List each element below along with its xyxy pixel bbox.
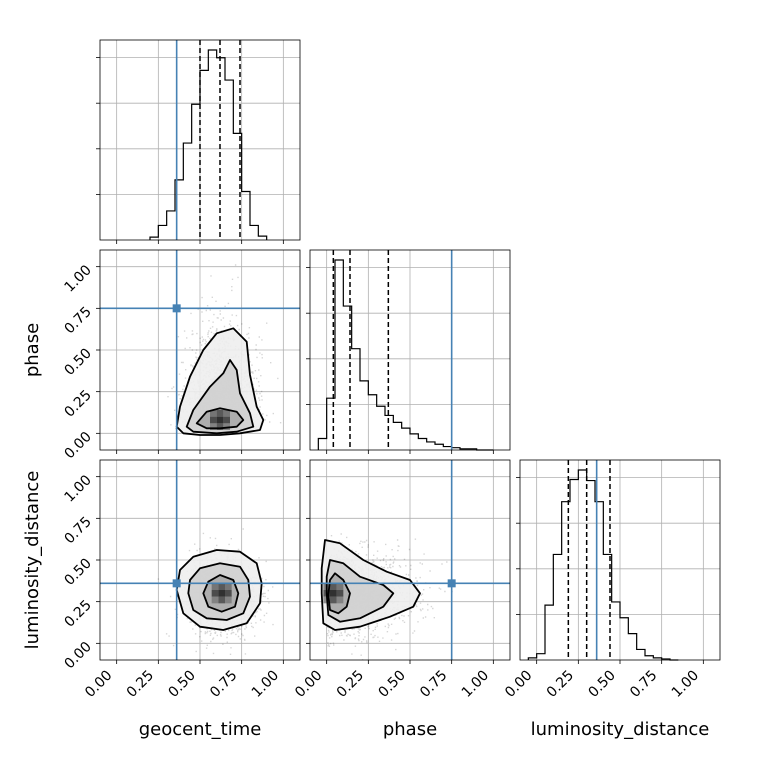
panel-content [167, 264, 282, 436]
panel-frame [519, 459, 721, 661]
density-cell [210, 410, 217, 417]
panel-frame [99, 459, 301, 661]
panel-frame [99, 39, 301, 241]
x-tick-label: 0.25 [334, 668, 367, 701]
scatter-panel-geocent-time-vs-luminosity-distance: 0.00 0.25 0.50 0.75 1.000.000.250.500.751.00 [61, 459, 301, 701]
density-cell [330, 590, 337, 597]
x-tick-label: 0.00 [502, 668, 535, 701]
density-cell [330, 596, 337, 604]
panel-content [157, 528, 274, 655]
density-cell [218, 596, 225, 604]
histogram-panel-phase [306, 249, 511, 454]
truth-marker [172, 579, 181, 588]
y-tick-label: 0.00 [61, 429, 94, 462]
contour-line [195, 407, 245, 430]
x-tick-label: 0.50 [375, 668, 408, 701]
x-tick-label: 0.50 [585, 668, 618, 701]
y-tick-label: 0.50 [61, 346, 94, 379]
density-cell [336, 590, 344, 597]
x-tick-label: 1.00 [669, 668, 702, 701]
y-tick-label: 0.00 [61, 639, 94, 672]
x-tick-label: 0.50 [165, 668, 198, 701]
y-tick-label: 1.00 [61, 472, 94, 505]
x-tick-label: 0.25 [124, 668, 157, 701]
y-tick-label: 0.25 [61, 597, 94, 630]
histogram-panel-geocent-time [96, 39, 301, 244]
density-cell [336, 583, 344, 590]
contour-line [325, 559, 395, 623]
histogram-panel-luminosity-distance: 0.00 0.25 0.50 0.75 1.00 [502, 459, 721, 701]
scatter-panel-geocent-time-vs-phase: 0.00 0.25 0.50 0.75 1.00 [61, 249, 301, 462]
x-tick-label: 0.75 [207, 668, 240, 701]
contour-line [185, 359, 255, 435]
density-cell [336, 596, 344, 604]
scatter-panel-phase-vs-luminosity-distance: 0.00 0.25 0.50 0.75 1.00 [292, 459, 511, 701]
density-cell [211, 583, 219, 590]
density-core [210, 410, 230, 430]
density-cell [216, 423, 224, 430]
x-tick-label: 0.75 [417, 668, 450, 701]
y-tick-label: 0.75 [61, 514, 94, 547]
density-cell [210, 423, 217, 430]
xlabel-luminosity-distance: luminosity_distance [531, 719, 710, 740]
density-cell [225, 596, 232, 604]
ylabel-luminosity-distance: luminosity_distance [22, 471, 43, 650]
x-tick-label: 0.00 [82, 668, 115, 701]
y-tick-label: 0.25 [61, 387, 94, 420]
histogram-step [149, 49, 268, 240]
density-cell [216, 416, 224, 424]
y-tick-label: 1.00 [61, 262, 94, 295]
contour-line [202, 574, 240, 613]
x-tick-label: 0.00 [292, 668, 325, 701]
density-cell [218, 583, 225, 590]
panel-frame [309, 249, 511, 451]
density-cell [223, 423, 230, 430]
truth-marker [447, 579, 456, 588]
histogram-step [527, 469, 679, 661]
x-tick-label: 1.00 [249, 668, 282, 701]
density-cell [218, 590, 225, 597]
x-tick-label: 0.75 [627, 668, 660, 701]
contour-line [320, 539, 421, 631]
xlabel-phase: phase [383, 719, 437, 740]
truth-marker [172, 304, 181, 313]
density-cell [216, 410, 224, 417]
panel-frame [99, 249, 301, 451]
sample-points [326, 533, 453, 660]
density-core [211, 583, 232, 604]
density-cell [211, 590, 219, 597]
panel-frame [309, 459, 511, 661]
x-tick-label: 0.25 [544, 668, 577, 701]
contour-line [175, 327, 265, 436]
panel-content [320, 533, 453, 660]
density-cell [210, 416, 217, 424]
density-cell [225, 590, 232, 597]
y-tick-label: 0.75 [61, 304, 94, 337]
contour-line [187, 562, 251, 621]
histogram-step [317, 259, 494, 451]
ylabel-phase: phase [22, 323, 43, 377]
x-tick-label: 1.00 [459, 668, 492, 701]
contour-line [327, 572, 351, 615]
density-cell [211, 596, 219, 604]
xlabel-geocent-time: geocent_time [139, 719, 262, 740]
y-tick-label: 0.50 [61, 556, 94, 589]
density-cell [223, 416, 230, 424]
density-cell [223, 410, 230, 417]
density-cell [330, 583, 337, 590]
density-cell [225, 583, 232, 590]
